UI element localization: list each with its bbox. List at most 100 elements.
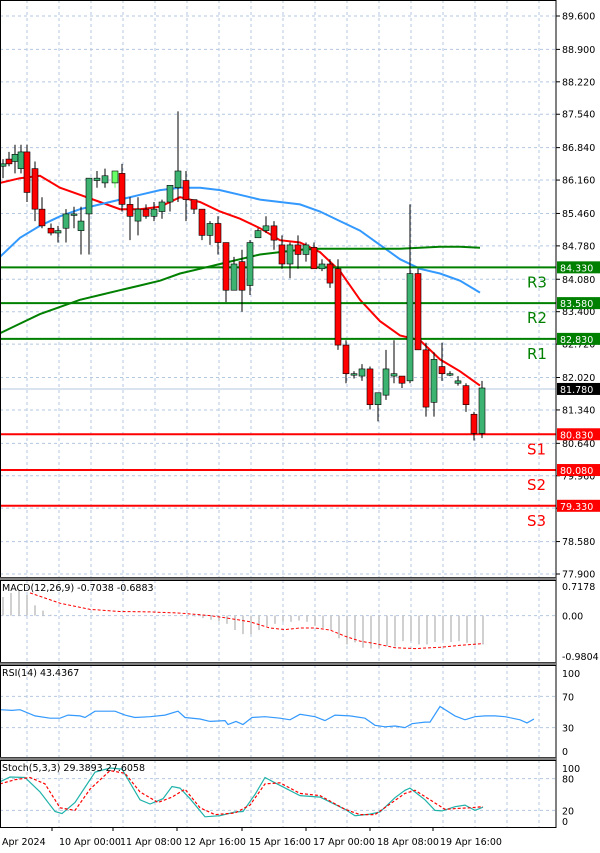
price-tick-label: 77.900 (562, 570, 595, 581)
candle[interactable] (198, 208, 206, 241)
candle[interactable] (398, 375, 406, 388)
candle[interactable] (174, 111, 182, 202)
level-label-r2: R2 (527, 309, 547, 327)
candle[interactable] (5, 151, 13, 167)
candle[interactable] (350, 371, 358, 379)
candle[interactable] (150, 202, 158, 222)
candle[interactable] (414, 268, 422, 351)
candle[interactable] (446, 371, 454, 377)
candle[interactable] (342, 340, 350, 384)
candle[interactable] (222, 242, 230, 303)
candle[interactable] (47, 223, 55, 236)
candle[interactable] (214, 216, 222, 255)
candle[interactable] (54, 225, 62, 243)
candle[interactable] (478, 380, 486, 439)
price-tick-label: 86.160 (562, 176, 595, 187)
candle[interactable] (62, 209, 70, 243)
candle[interactable] (422, 342, 430, 417)
level-label-r3: R3 (527, 273, 547, 291)
rsi-tick-label: 100 (562, 669, 580, 680)
candle[interactable] (158, 199, 166, 219)
time-axis-label: 17 Apr 00:00 (313, 837, 375, 848)
level-label-r1: R1 (527, 345, 547, 363)
candle[interactable] (382, 349, 390, 400)
candle[interactable] (294, 235, 302, 269)
rsi-tick-label: 0 (562, 747, 568, 758)
candle[interactable] (374, 392, 382, 422)
candle[interactable] (77, 206, 85, 255)
price-tick-label: 86.840 (562, 143, 595, 154)
macd-tick-label: 0.7178 (562, 582, 595, 593)
candle[interactable] (17, 144, 25, 174)
price-tick-label: 88.900 (562, 45, 595, 56)
candle[interactable] (326, 259, 334, 288)
candle[interactable] (246, 240, 254, 295)
level-price-tag: 80.830 (560, 430, 593, 441)
candle[interactable] (470, 411, 478, 441)
candle[interactable] (0, 159, 7, 179)
candle[interactable] (406, 204, 414, 384)
price-tick-label: 81.340 (562, 405, 595, 416)
candle[interactable] (118, 163, 126, 212)
candle[interactable] (182, 171, 190, 222)
rsi-title: RSI(14) 43.4367 (2, 668, 79, 679)
candle[interactable] (38, 197, 46, 229)
rsi-tick-label: 30 (562, 724, 574, 735)
candle[interactable] (310, 242, 318, 270)
candle[interactable] (70, 206, 78, 229)
candle[interactable] (101, 168, 109, 188)
price-tick-label: 79.960 (562, 471, 595, 482)
candle[interactable] (462, 383, 470, 412)
candle[interactable] (111, 170, 119, 188)
candle[interactable] (23, 144, 31, 202)
stoch-title: Stoch(5,3,3) 29.3893 27.6058 (2, 763, 145, 774)
candle[interactable] (302, 242, 310, 262)
level-price-tag: 79.330 (560, 502, 593, 513)
candle[interactable] (334, 259, 342, 350)
candle[interactable] (366, 366, 374, 410)
current-price-tag: 81.780 (560, 385, 593, 396)
level-label-s2: S2 (527, 476, 546, 494)
price-tick-label: 85.460 (562, 209, 595, 220)
candle[interactable] (438, 342, 446, 381)
candle[interactable] (270, 221, 278, 250)
price-tick-label: 88.220 (562, 77, 595, 88)
candle[interactable] (85, 177, 93, 255)
candle[interactable] (190, 199, 198, 214)
candle[interactable] (430, 352, 438, 417)
candle[interactable] (93, 171, 101, 188)
time-axis-label: 12 Apr 16:00 (184, 837, 246, 848)
price-panel[interactable]: R3 R2 R1 S1 S2 S3 (0, 111, 556, 530)
time-axis-label: 19 Apr 16:00 (440, 837, 502, 848)
stochastic-panel[interactable]: Stoch(5,3,3) 29.3893 27.6058 (0, 763, 484, 818)
candle[interactable] (134, 197, 142, 236)
candle[interactable] (238, 249, 246, 312)
candle[interactable] (31, 161, 39, 222)
rsi-panel[interactable]: RSI(14) 43.4367 (0, 668, 535, 729)
candle[interactable] (142, 204, 150, 219)
candle[interactable] (278, 235, 286, 269)
price-tick-label: 80.640 (562, 439, 595, 450)
price-tick-label: 84.780 (562, 241, 595, 252)
time-axis-label: Apr 2024 (2, 837, 46, 848)
price-tick-label: 82.720 (562, 340, 595, 351)
candle[interactable] (286, 242, 294, 279)
macd-panel[interactable]: MACD(12,26,9) -0.7038 -0.6883 (2, 583, 484, 650)
candle[interactable] (358, 364, 366, 381)
level-label-s3: S3 (527, 512, 546, 530)
candle[interactable] (390, 340, 398, 384)
level-price-tag: 83.580 (560, 299, 593, 310)
candle[interactable] (126, 197, 134, 241)
candle[interactable] (166, 185, 174, 212)
candle[interactable] (318, 259, 326, 272)
candle[interactable] (230, 256, 238, 291)
candle[interactable] (454, 376, 462, 386)
candle[interactable] (206, 221, 214, 245)
candle[interactable] (262, 216, 270, 233)
price-tick-label: 87.540 (562, 110, 595, 121)
candle[interactable] (11, 144, 19, 174)
price-tick-label: 83.400 (562, 307, 595, 318)
candle[interactable] (254, 228, 262, 239)
